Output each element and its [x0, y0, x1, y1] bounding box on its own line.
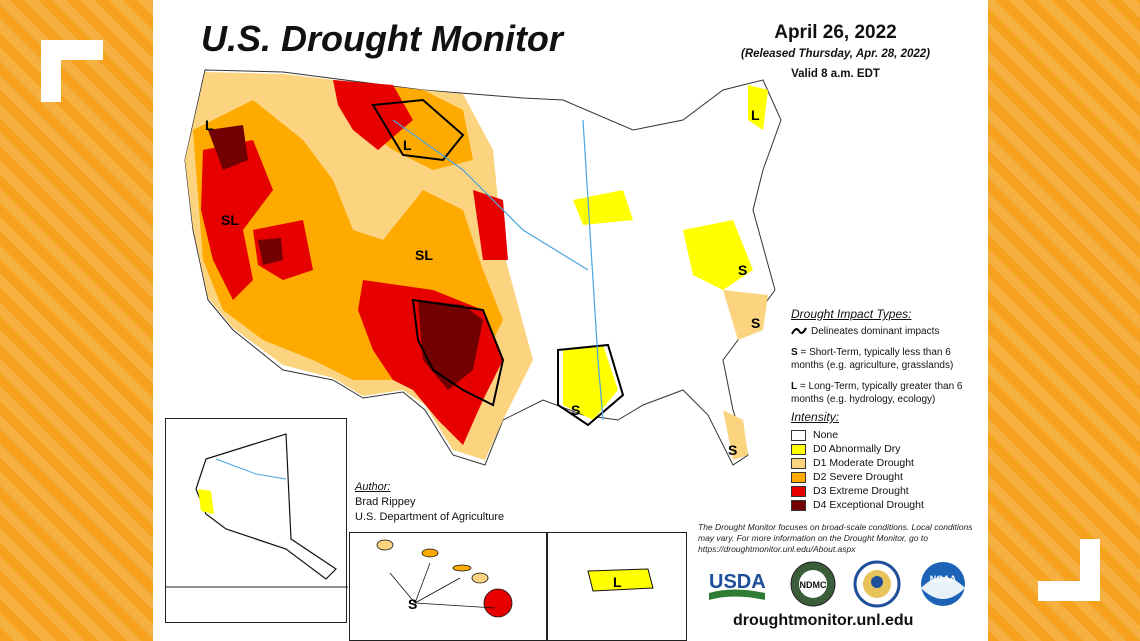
hawaii-island-maui	[471, 572, 489, 584]
oregon-d4-region	[208, 125, 248, 170]
conus-drought-map: L L L SL SL S S S S	[184, 69, 782, 466]
impact-delineates-row: Delineates dominant impacts	[791, 325, 986, 338]
map-label-s-hawaii: S	[408, 596, 417, 612]
legend-label-none: None	[813, 429, 839, 441]
impact-delineates-text: Delineates dominant impacts	[811, 326, 940, 337]
commerce-seal-logo	[853, 560, 901, 608]
alaska-map	[166, 433, 348, 588]
impact-types-legend: Drought Impact Types: Delineates dominan…	[791, 308, 986, 414]
map-title: U.S. Drought Monitor	[201, 18, 563, 59]
legend-item-d0: D0 Abnormally Dry	[791, 442, 986, 456]
legend-label-d0: D0 Abnormally Dry	[813, 443, 901, 455]
usda-logo: USDA	[709, 571, 766, 600]
legend-swatch-d2	[791, 471, 806, 483]
missouri-river	[392, 119, 589, 271]
svg-text:USDA: USDA	[709, 571, 766, 593]
author-name: Brad Rippey	[355, 496, 416, 508]
author-org: U.S. Department of Agriculture	[355, 511, 505, 523]
map-label-s-louisiana: S	[571, 402, 580, 418]
map-label-l-puertorico: L	[613, 574, 622, 590]
legend-label-d3: D3 Extreme Drought	[813, 485, 909, 497]
map-label-l-montana: L	[403, 137, 412, 153]
legend-swatch-d3	[791, 485, 806, 497]
nevada-d4-region	[258, 238, 283, 265]
legend-item-d2: D2 Severe Drought	[791, 470, 986, 484]
svg-text:NOAA: NOAA	[930, 574, 957, 584]
impact-long-term-row: L = Long-Term, typically greater than 6 …	[791, 380, 986, 406]
alaska-inset	[165, 418, 348, 623]
impact-line-montana	[371, 98, 465, 162]
legend-label-d2: D2 Severe Drought	[813, 471, 903, 483]
map-label-l-maine: L	[751, 107, 760, 123]
puertorico-outline	[587, 568, 654, 592]
author-heading: Author:	[355, 481, 391, 493]
mississippi-river	[582, 119, 604, 421]
hawaii-inset: S	[349, 532, 547, 641]
california-d3-region	[201, 140, 273, 300]
legend-label-d4: D4 Exceptional Drought	[813, 499, 924, 511]
impact-s-text: = Short-Term, typically less than 6 mont…	[791, 347, 954, 371]
virginia-d0-region	[683, 220, 753, 290]
map-label-s-florida: S	[728, 442, 737, 458]
nebraska-d3-region	[473, 190, 508, 260]
florida-d0-region	[723, 410, 748, 460]
top-left-bracket	[41, 40, 103, 102]
impact-s-key: S	[791, 347, 798, 358]
released-date: (Released Thursday, Apr. 28, 2022)	[741, 48, 930, 60]
impact-l-key: L	[791, 381, 798, 392]
impact-line-louisiana	[557, 343, 625, 427]
puertorico-inset: L	[547, 532, 687, 641]
legend-item-none: None	[791, 428, 986, 442]
legend-swatch-none	[791, 429, 806, 441]
legend-item-d1: D1 Moderate Drought	[791, 456, 986, 470]
author-block: Author: Brad Rippey U.S. Department of A…	[355, 480, 504, 525]
hawaii-island-oahu	[421, 548, 439, 558]
map-label-sl-nevada: SL	[221, 212, 239, 228]
legend-item-d3: D3 Extreme Drought	[791, 484, 986, 498]
map-date: April 26, 2022	[774, 22, 897, 43]
impact-line-texas	[411, 298, 505, 407]
alaska-d0-region	[198, 489, 214, 514]
legend-label-d1: D1 Moderate Drought	[813, 457, 914, 469]
legend-swatch-d0	[791, 443, 806, 455]
partner-logos: USDA NDMC NOAA	[709, 560, 965, 608]
map-label-l-northwest: L	[205, 117, 214, 133]
svg-text:NDMC: NDMC	[800, 580, 827, 590]
info-note: The Drought Monitor focuses on broad-sca…	[698, 522, 973, 554]
intensity-heading: Intensity:	[791, 410, 840, 424]
bottom-right-bracket	[1038, 539, 1100, 601]
hawaii-island-big	[483, 588, 513, 618]
hawaii-island-molokai	[452, 564, 472, 572]
impact-l-text: = Long-Term, typically greater than 6 mo…	[791, 381, 963, 405]
hawaii-map: S	[376, 539, 513, 618]
impact-short-term-row: S = Short-Term, typically less than 6 mo…	[791, 346, 986, 372]
drought-monitor-panel: U.S. Drought Monitor April 26, 2022 (Rel…	[153, 0, 988, 641]
legend-item-d4: D4 Exceptional Drought	[791, 498, 986, 512]
louisiana-d0-region	[563, 345, 618, 420]
map-label-sl-colorado: SL	[415, 247, 433, 263]
map-label-s-virginia: S	[738, 262, 747, 278]
carolina-d0-region	[723, 290, 768, 340]
valid-time: Valid 8 a.m. EDT	[791, 68, 880, 80]
right-stripe-frame	[985, 0, 1140, 641]
map-label-s-carolina: S	[751, 315, 760, 331]
impact-line-icon	[791, 327, 807, 335]
nevada-d3-region	[253, 220, 313, 280]
left-stripe-frame	[0, 0, 160, 641]
legend-swatch-d4	[791, 499, 806, 511]
montana-d3-region	[333, 80, 413, 150]
alaska-river	[215, 458, 287, 480]
puertorico-map: L	[587, 568, 654, 592]
website-url[interactable]: droughtmonitor.unl.edu	[733, 612, 914, 629]
hawaii-island-kauai	[376, 539, 394, 551]
intensity-legend: Intensity: None D0 Abnormally Dry D1 Mod…	[791, 410, 986, 512]
maine-d0-region	[748, 85, 768, 130]
noaa-logo: NOAA	[921, 562, 965, 606]
ndmc-logo: NDMC	[790, 561, 836, 607]
impact-types-heading: Drought Impact Types:	[791, 307, 912, 321]
alaska-outline	[195, 433, 337, 580]
legend-swatch-d1	[791, 457, 806, 469]
texas-d4-region	[418, 300, 483, 390]
